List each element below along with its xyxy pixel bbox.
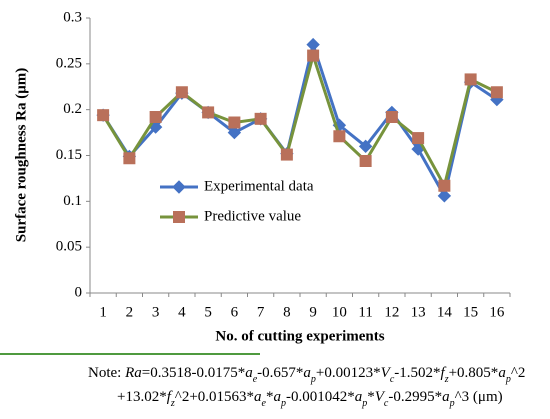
note-text: z — [170, 398, 175, 409]
y-tick-label: 0.05 — [56, 239, 82, 255]
note-text: p — [449, 398, 455, 409]
marker — [175, 86, 188, 99]
note-text: +13.02* — [117, 389, 167, 405]
note-text: +0.805* — [449, 365, 499, 381]
note-text: p — [361, 398, 367, 409]
note-text: ^3 (μm) — [455, 389, 503, 405]
note-text: a — [442, 389, 450, 405]
note-text: +0.00123* — [316, 365, 381, 381]
note-text: Note: — [88, 365, 125, 381]
x-tick-label: 10 — [332, 304, 347, 320]
y-tick-label: 0.15 — [56, 147, 82, 163]
x-tick-label: 5 — [204, 304, 212, 320]
marker — [227, 125, 242, 140]
marker — [280, 148, 293, 161]
note-text: a — [498, 365, 506, 381]
y-tick-label: 0.25 — [56, 55, 82, 71]
legend-label: Experimental data — [204, 178, 314, 194]
series-line — [101, 39, 498, 200]
x-tick-label: 8 — [283, 304, 291, 320]
marker — [490, 86, 503, 99]
note-text: a — [303, 365, 311, 381]
note-text: e — [253, 374, 258, 385]
note-text: =0.3518-0.0175* — [142, 365, 245, 381]
x-tick-label: 4 — [178, 304, 186, 320]
note-text: z — [444, 374, 449, 385]
note-text: V — [375, 389, 386, 405]
note-text: -0.657* — [257, 365, 303, 381]
marker — [97, 109, 110, 122]
x-tick-label: 7 — [257, 304, 265, 320]
marker — [412, 132, 425, 145]
x-tick-label: 13 — [411, 304, 426, 320]
x-tick-label: 1 — [99, 304, 107, 320]
x-axis-label: No. of cutting experiments — [215, 328, 384, 344]
note-text: a — [254, 389, 262, 405]
marker — [254, 112, 267, 125]
note-text: ^2 — [511, 365, 526, 381]
marker — [464, 73, 477, 86]
legend-marker — [173, 211, 185, 223]
x-tick-label: 3 — [152, 304, 160, 320]
y-axis-label: Surface roughness Ra (μm) — [13, 68, 29, 242]
x-tick-label: 6 — [231, 304, 239, 320]
marker — [307, 49, 320, 62]
marker — [228, 116, 241, 129]
note-text: c — [390, 374, 395, 385]
y-tick-label: 0.2 — [63, 101, 82, 117]
note-text: V — [381, 365, 392, 381]
x-tick-label: 15 — [463, 304, 478, 320]
note-text: a — [274, 389, 282, 405]
series-line — [101, 50, 498, 190]
marker — [306, 37, 320, 52]
marker — [385, 111, 398, 123]
y-tick-label: 0.1 — [63, 193, 82, 209]
note-text: -0.2995* — [388, 389, 442, 405]
x-tick-label: 14 — [437, 304, 453, 320]
x-tick-label: 12 — [384, 304, 399, 320]
note-text: f — [441, 365, 447, 381]
note-text: p — [505, 374, 511, 385]
note-text: p — [280, 398, 286, 409]
note-text: -0.001042* — [286, 389, 355, 405]
y-tick-label: 0.3 — [63, 9, 82, 25]
note-text: c — [384, 398, 389, 409]
x-tick-label: 11 — [358, 304, 372, 320]
legend-marker — [172, 180, 186, 194]
marker — [123, 152, 136, 165]
note-text: ^2+0.01563* — [175, 389, 254, 405]
note-line: +13.02*fz^2+0.01563*ae*ap-0.001042*ap*Vc… — [117, 389, 503, 408]
marker — [437, 189, 452, 203]
marker — [438, 179, 451, 192]
note-text: p — [310, 374, 316, 385]
x-tick-label: 2 — [126, 304, 134, 320]
x-tick-label: 16 — [489, 304, 505, 320]
marker — [149, 111, 162, 123]
note-text: * — [367, 389, 375, 405]
x-tick-label: 9 — [309, 304, 317, 320]
note-text: Ra — [124, 365, 142, 381]
note-text: -1.502* — [394, 365, 440, 381]
note-text: a — [245, 365, 253, 381]
note-text: * — [266, 389, 274, 405]
note-line: Note: Ra=0.3518-0.0175*ae-0.657*ap+0.001… — [88, 365, 525, 384]
note-text: f — [167, 389, 173, 405]
y-tick-label: 0 — [75, 284, 83, 300]
note-text: a — [355, 389, 363, 405]
marker — [333, 130, 346, 143]
marker — [202, 106, 215, 119]
marker — [358, 139, 373, 154]
marker — [359, 155, 372, 167]
note-text: e — [262, 398, 267, 409]
legend-label: Predictive value — [204, 208, 301, 224]
